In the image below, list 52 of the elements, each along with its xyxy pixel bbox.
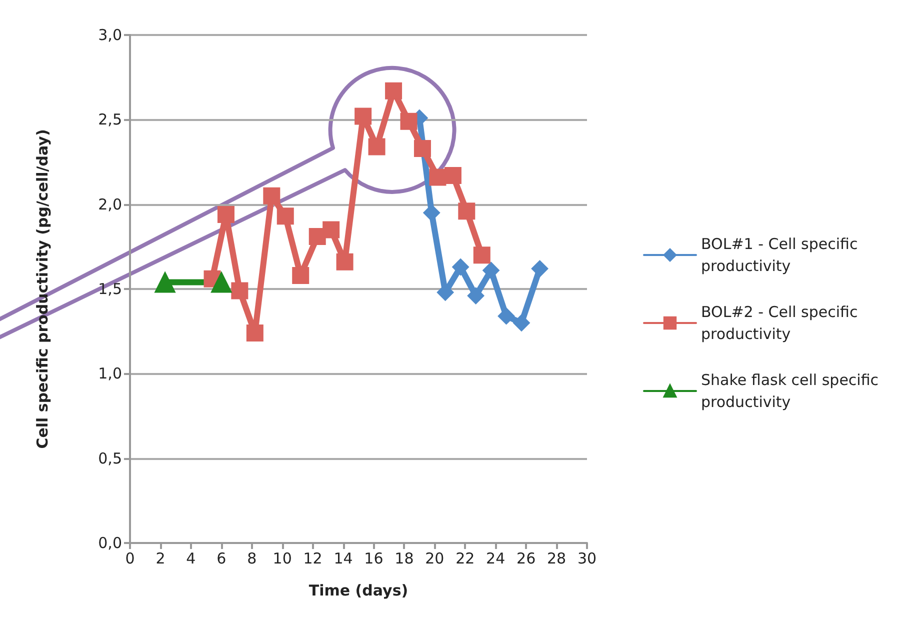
point bbox=[354, 108, 372, 125]
y-tick-label: 0,0 bbox=[98, 534, 122, 552]
legend-label: BOL#1 - Cell specific productivity bbox=[701, 235, 862, 275]
point bbox=[531, 260, 548, 278]
point bbox=[292, 266, 310, 284]
point bbox=[512, 314, 530, 332]
x-tick-label: 0 bbox=[125, 550, 135, 568]
y-axis-title: Cell specific productivity (pg/cell/day) bbox=[34, 129, 52, 449]
point bbox=[231, 282, 248, 300]
point bbox=[458, 202, 476, 220]
y-tick-label: 3,0 bbox=[98, 26, 122, 44]
legend-label: BOL#2 - Cell specific productivity bbox=[701, 303, 862, 343]
point bbox=[452, 258, 470, 276]
point bbox=[322, 221, 340, 238]
x-axis-title: Time (days) bbox=[308, 582, 408, 600]
point bbox=[385, 82, 402, 100]
y-tick-label: 2,0 bbox=[98, 195, 122, 214]
y-tick-label: 1,0 bbox=[98, 364, 122, 383]
y-tick-label: 2,5 bbox=[98, 110, 122, 129]
point bbox=[498, 308, 515, 325]
point bbox=[246, 324, 264, 342]
x-tick-label: 8 bbox=[247, 550, 257, 568]
point bbox=[473, 246, 490, 264]
x-tick-label: 12 bbox=[303, 550, 322, 568]
point bbox=[276, 208, 294, 225]
legend-label: Shake flask cell specific productivity bbox=[701, 371, 884, 411]
point bbox=[482, 262, 500, 279]
x-tick-label: 22 bbox=[456, 550, 475, 568]
x-tick-label: 18 bbox=[394, 550, 414, 568]
point bbox=[368, 138, 386, 156]
y-tick-label: 1,5 bbox=[98, 280, 122, 298]
x-tick-label: 10 bbox=[272, 550, 292, 568]
point bbox=[217, 206, 234, 223]
x-tick-label: 14 bbox=[334, 550, 353, 568]
x-tick-label: 6 bbox=[216, 550, 226, 568]
x-tick-label: 20 bbox=[425, 550, 444, 568]
point bbox=[336, 253, 354, 270]
point bbox=[429, 168, 446, 186]
point bbox=[467, 287, 484, 304]
point bbox=[263, 187, 280, 204]
x-tick-label: 28 bbox=[546, 550, 566, 568]
y-tick-label: 0,5 bbox=[98, 449, 122, 468]
point bbox=[414, 140, 431, 157]
x-tick-label: 4 bbox=[186, 550, 196, 568]
point bbox=[444, 167, 462, 184]
x-tick-label: 2 bbox=[156, 550, 166, 568]
x-tick-label: 24 bbox=[486, 550, 506, 568]
x-tick-label: 30 bbox=[577, 550, 597, 568]
x-tick-label: 26 bbox=[516, 550, 536, 568]
point bbox=[423, 204, 440, 222]
x-tick-label: 16 bbox=[364, 550, 384, 568]
point bbox=[400, 112, 418, 130]
